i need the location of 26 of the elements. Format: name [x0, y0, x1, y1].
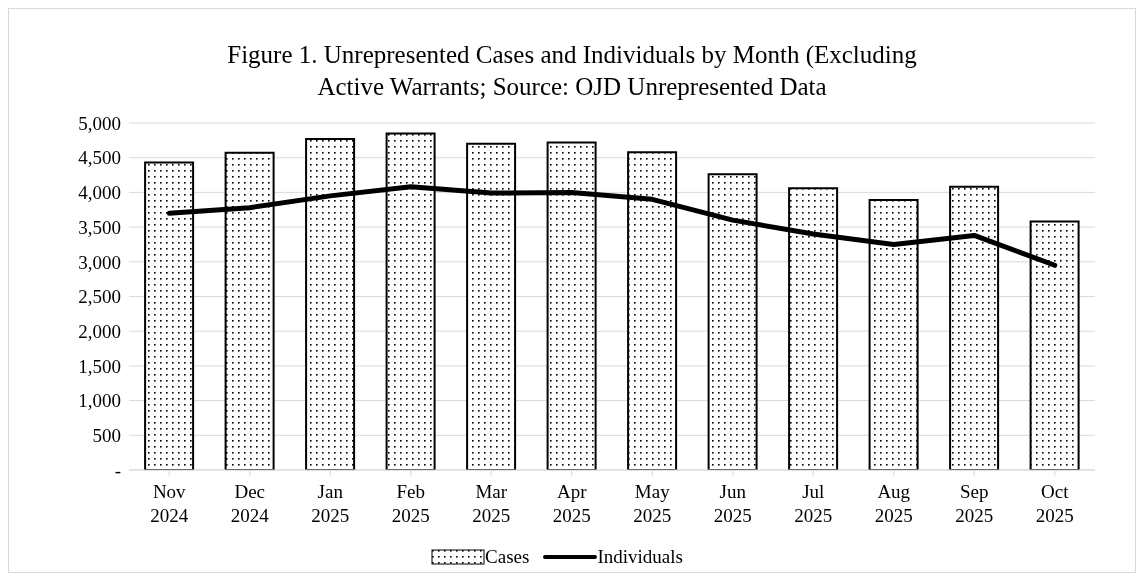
x-tick-label: Jan 2025: [311, 481, 350, 526]
x-tick-label: Sep 2025: [955, 481, 994, 526]
x-tick-label: Feb 2025: [391, 481, 430, 526]
x-tick-label: Aug 2025: [874, 481, 913, 526]
y-tick-label: 2,500: [78, 286, 121, 308]
x-tick-label: Oct 2025: [1035, 481, 1074, 526]
x-tick-label: Nov 2024: [150, 481, 189, 526]
x-tick-label: Dec 2024: [230, 481, 270, 526]
y-tick-label: 1,000: [78, 390, 121, 412]
legend-label: Cases: [485, 546, 530, 568]
x-tick-label: Apr 2025: [552, 481, 591, 526]
x-tick-label: Jul 2025: [794, 481, 833, 526]
chart-title: Figure 1. Unrepresented Cases and Individuals by Month (Excluding Active Warrants; Source: OJD Unrepresented Data: [226, 40, 918, 102]
y-tick-label: 3,000: [78, 251, 121, 273]
y-tick-label: 4,000: [78, 182, 121, 204]
y-tick-label: 2,000: [78, 320, 121, 342]
legend-label: Individuals: [597, 546, 683, 568]
y-tick-label: 5,000: [78, 112, 121, 134]
y-tick-label: 4,500: [78, 147, 121, 169]
y-tick-label: 1,500: [78, 355, 121, 377]
x-tick-label: May 2025: [633, 481, 672, 526]
x-tick-label: Jun 2025: [713, 481, 752, 526]
y-tick-label: 3,500: [78, 216, 121, 238]
x-tick-label: Mar 2025: [472, 481, 511, 526]
y-tick-label: 500: [92, 425, 121, 447]
y-tick-label: -: [114, 459, 121, 481]
